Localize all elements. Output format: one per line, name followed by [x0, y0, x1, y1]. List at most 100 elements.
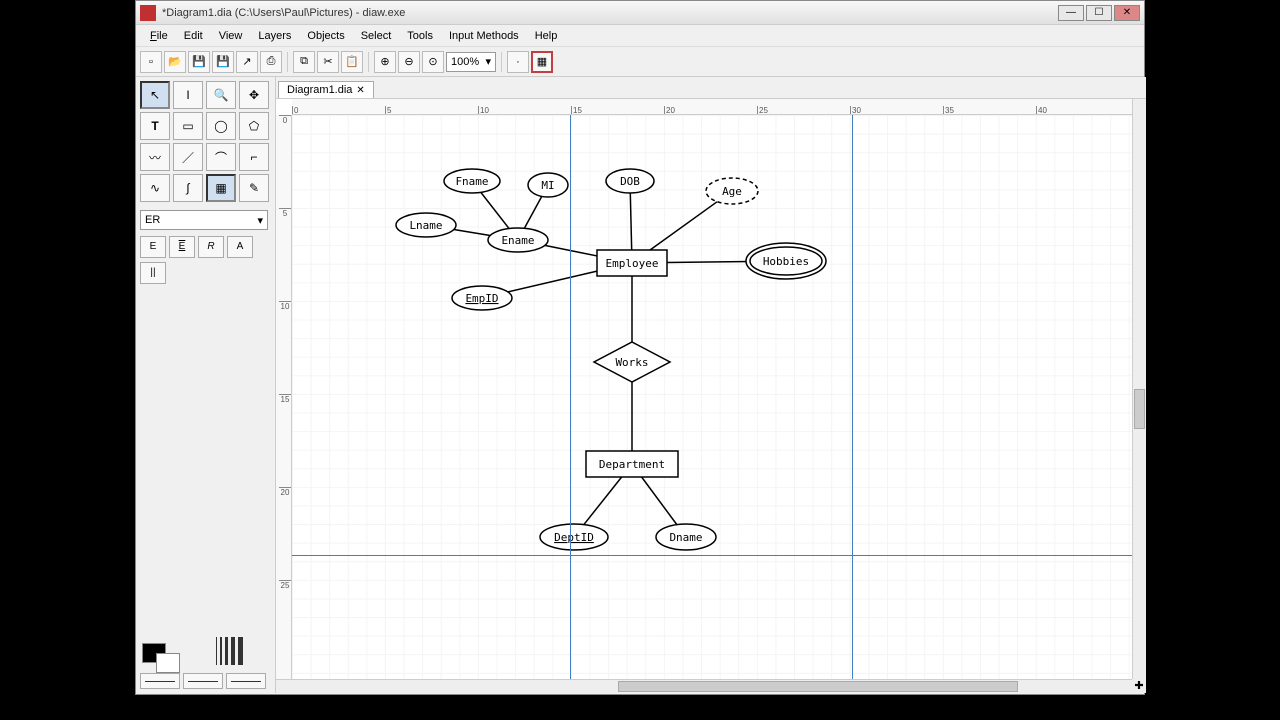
menu-help[interactable]: Help: [527, 28, 566, 44]
er-entity-button[interactable]: E: [140, 236, 166, 258]
menu-tools[interactable]: Tools: [399, 28, 441, 44]
menu-objects[interactable]: Objects: [299, 28, 352, 44]
menu-view[interactable]: View: [211, 28, 251, 44]
er-dob[interactable]: DOB: [606, 169, 654, 193]
menu-edit[interactable]: Edit: [176, 28, 211, 44]
outline-tool-icon[interactable]: ✎: [239, 174, 269, 202]
magnify-tool-icon[interactable]: 🔍: [206, 81, 236, 109]
new-file-icon[interactable]: ▫: [140, 51, 162, 73]
scroll-tool-icon[interactable]: ✥: [239, 81, 269, 109]
arrow-end-combo[interactable]: [226, 673, 266, 689]
zoom-out-icon[interactable]: ⊖: [398, 51, 420, 73]
menu-file[interactable]: File: [142, 28, 176, 44]
polyline-tool-icon[interactable]: ∿: [140, 174, 170, 202]
open-file-icon[interactable]: 📂: [164, 51, 186, 73]
canvas[interactable]: Employee Department Works Ename Fname MI Lname…: [292, 115, 1132, 679]
er-works[interactable]: Works: [594, 342, 670, 382]
close-tab-icon[interactable]: ✕: [356, 85, 364, 96]
er-ename[interactable]: Ename: [488, 228, 548, 252]
er-deptid[interactable]: DeptID: [540, 524, 608, 550]
arc-tool-icon[interactable]: ⌒: [206, 143, 236, 171]
toolbar: ▫ 📂 💾 💾 ↗ ⎙ ⧉ ✂ 📋 ⊕ ⊖ ⊙ 100%▾ · ▦: [136, 47, 1144, 77]
er-department[interactable]: Department: [586, 451, 678, 477]
save-icon[interactable]: 💾: [188, 51, 210, 73]
edge[interactable]: [481, 192, 509, 228]
svg-text:DOB: DOB: [620, 175, 640, 188]
minimize-button[interactable]: —: [1058, 5, 1084, 21]
svg-text:DeptID: DeptID: [554, 531, 594, 544]
pointer-tool-icon[interactable]: ↖: [140, 81, 170, 109]
close-button[interactable]: ✕: [1114, 5, 1140, 21]
text-tool-icon[interactable]: T: [140, 112, 170, 140]
svg-text:Fname: Fname: [455, 175, 488, 188]
image-tool-icon[interactable]: ▦: [206, 174, 236, 202]
paste-icon[interactable]: 📋: [341, 51, 363, 73]
svg-text:Employee: Employee: [606, 257, 659, 270]
menu-input-methods[interactable]: Input Methods: [441, 28, 527, 44]
snap-grid-icon[interactable]: ▦: [531, 51, 553, 73]
scrollbar-horizontal[interactable]: [276, 679, 1132, 693]
text-edit-tool-icon[interactable]: I: [173, 81, 203, 109]
line-style-combo[interactable]: [183, 673, 223, 689]
er-relationship-button[interactable]: R: [198, 236, 224, 258]
window-title: *Diagram1.dia (C:\Users\Paul\Pictures) -…: [162, 7, 1058, 19]
arrow-start-combo[interactable]: [140, 673, 180, 689]
zoom-in-icon[interactable]: ⊕: [374, 51, 396, 73]
scrollbar-vertical[interactable]: [1132, 99, 1146, 679]
shape-sheet-combo[interactable]: ER▾: [140, 210, 268, 230]
er-diagram: Employee Department Works Ename Fname MI Lname…: [292, 115, 1132, 679]
ellipse-tool-icon[interactable]: ◯: [206, 112, 236, 140]
edge[interactable]: [524, 196, 541, 228]
svg-text:Age: Age: [722, 185, 742, 198]
save-as-icon[interactable]: 💾: [212, 51, 234, 73]
er-attribute-button[interactable]: A: [227, 236, 253, 258]
zoom-fit-icon[interactable]: ⊙: [422, 51, 444, 73]
scrollbar-corner: ✚: [1132, 679, 1146, 693]
zoom-combo[interactable]: 100%▾: [446, 52, 496, 72]
er-fname[interactable]: Fname: [444, 169, 500, 193]
maximize-button[interactable]: ☐: [1086, 5, 1112, 21]
zigzag-tool-icon[interactable]: ⌐: [239, 143, 269, 171]
edge[interactable]: [508, 271, 597, 292]
color-swatch[interactable]: [142, 643, 166, 663]
snap-dot-icon[interactable]: ·: [507, 51, 529, 73]
er-participation-button[interactable]: ||: [140, 262, 166, 284]
polygon-tool-icon[interactable]: ⬠: [239, 112, 269, 140]
menu-select[interactable]: Select: [353, 28, 400, 44]
edge[interactable]: [630, 193, 631, 250]
svg-text:Department: Department: [599, 458, 665, 471]
tab-label: Diagram1.dia: [287, 84, 352, 96]
box-tool-icon[interactable]: ▭: [173, 112, 203, 140]
er-lname[interactable]: Lname: [396, 213, 456, 237]
document-tab[interactable]: Diagram1.dia ✕: [278, 81, 374, 98]
er-age[interactable]: Age: [706, 178, 758, 204]
er-dname[interactable]: Dname: [656, 524, 716, 550]
cut-icon[interactable]: ✂: [317, 51, 339, 73]
line-tool-icon[interactable]: ／: [173, 143, 203, 171]
edge[interactable]: [642, 477, 677, 525]
er-empid[interactable]: EmpID: [452, 286, 512, 310]
separator: [368, 52, 369, 72]
separator: [287, 52, 288, 72]
ruler-vertical: 0510152025: [276, 115, 292, 679]
edge[interactable]: [650, 202, 717, 250]
er-mi[interactable]: MI: [528, 173, 568, 197]
edge[interactable]: [454, 230, 490, 236]
bezier-tool-icon[interactable]: ∫: [173, 174, 203, 202]
beziergon-tool-icon[interactable]: 〰: [140, 143, 170, 171]
separator: [501, 52, 502, 72]
svg-text:Works: Works: [615, 356, 648, 369]
ruler-horizontal: 0510152025303540: [292, 99, 1132, 115]
edge[interactable]: [667, 261, 750, 262]
menu-layers[interactable]: Layers: [250, 28, 299, 44]
titlebar: *Diagram1.dia (C:\Users\Paul\Pictures) -…: [136, 1, 1144, 25]
edge[interactable]: [584, 477, 622, 525]
export-icon[interactable]: ↗: [236, 51, 258, 73]
er-hobbies[interactable]: Hobbies: [746, 243, 826, 279]
app-icon: [140, 5, 156, 21]
er-weak-entity-button[interactable]: E: [169, 236, 195, 258]
svg-text:EmpID: EmpID: [465, 292, 498, 305]
copy-icon[interactable]: ⧉: [293, 51, 315, 73]
print-icon[interactable]: ⎙: [260, 51, 282, 73]
er-employee[interactable]: Employee: [597, 250, 667, 276]
